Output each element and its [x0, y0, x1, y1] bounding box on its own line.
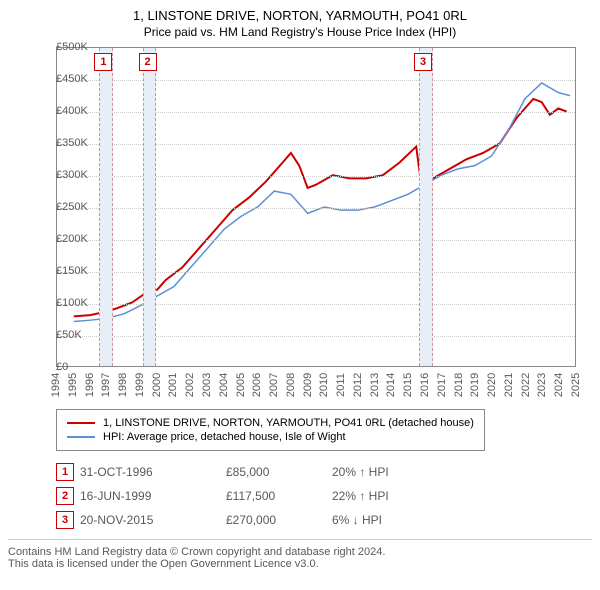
- x-axis-label: 1996: [84, 373, 96, 397]
- gridline: [57, 304, 575, 305]
- x-axis-label: 2018: [453, 373, 465, 397]
- x-axis-label: 2021: [503, 373, 515, 397]
- sale-row: 3 20-NOV-2015 £270,000 6% ↓ HPI: [56, 511, 592, 529]
- sale-date: 16-JUN-1999: [80, 489, 220, 503]
- x-axis-label: 2020: [486, 373, 498, 397]
- x-axis-label: 2007: [268, 373, 280, 397]
- legend-swatch: [67, 422, 95, 424]
- x-axis-label: 2012: [352, 373, 364, 397]
- sale-marker: 2: [139, 53, 157, 71]
- gridline: [57, 208, 575, 209]
- shaded-band: [419, 48, 433, 366]
- y-axis-label: £200K: [56, 233, 60, 245]
- x-axis-label: 2019: [469, 373, 481, 397]
- x-axis-label: 2001: [167, 373, 179, 397]
- legend-label: 1, LINSTONE DRIVE, NORTON, YARMOUTH, PO4…: [103, 417, 474, 429]
- y-axis-label: £350K: [56, 137, 60, 149]
- sale-marker: 1: [56, 463, 74, 481]
- shaded-band: [143, 48, 157, 366]
- x-axis-label: 2022: [520, 373, 532, 397]
- x-axis-label: 2010: [318, 373, 330, 397]
- gridline: [57, 336, 575, 337]
- legend-item: HPI: Average price, detached house, Isle…: [67, 430, 474, 444]
- sale-diff: 22% ↑ HPI: [332, 489, 442, 503]
- x-axis-label: 2015: [402, 373, 414, 397]
- x-axis-label: 2005: [235, 373, 247, 397]
- y-axis-label: £150K: [56, 265, 60, 277]
- plot-inner: [56, 47, 576, 367]
- x-axis-label: 2014: [385, 373, 397, 397]
- chart-title: 1, LINSTONE DRIVE, NORTON, YARMOUTH, PO4…: [8, 8, 592, 23]
- gridline: [57, 112, 575, 113]
- x-axis-label: 2023: [536, 373, 548, 397]
- gridline: [57, 240, 575, 241]
- sale-price: £85,000: [226, 465, 326, 479]
- chart-lines: [57, 48, 575, 366]
- y-axis-label: £500K: [56, 41, 60, 53]
- x-axis-label: 2008: [285, 373, 297, 397]
- sales-list: 1 31-OCT-1996 £85,000 20% ↑ HPI 2 16-JUN-1999…: [8, 463, 592, 529]
- gridline: [57, 80, 575, 81]
- chart-subtitle: Price paid vs. HM Land Registry's House …: [8, 25, 592, 39]
- x-axis-label: 1995: [67, 373, 79, 397]
- y-axis-label: £300K: [56, 169, 60, 181]
- footnote-line: This data is licensed under the Open Gov…: [8, 558, 592, 570]
- sale-price: £117,500: [226, 489, 326, 503]
- legend-swatch: [67, 436, 95, 438]
- y-axis-label: £50K: [56, 329, 60, 341]
- sale-marker: 1: [94, 53, 112, 71]
- x-axis-label: 2000: [151, 373, 163, 397]
- sale-date: 31-OCT-1996: [80, 465, 220, 479]
- x-axis-label: 2016: [419, 373, 431, 397]
- x-axis-label: 2024: [553, 373, 565, 397]
- x-axis-label: 2017: [436, 373, 448, 397]
- sale-diff: 6% ↓ HPI: [332, 513, 442, 527]
- x-axis-label: 2011: [335, 373, 347, 397]
- x-axis-label: 2004: [218, 373, 230, 397]
- legend-label: HPI: Average price, detached house, Isle…: [103, 431, 346, 443]
- legend: 1, LINSTONE DRIVE, NORTON, YARMOUTH, PO4…: [56, 409, 485, 451]
- x-axis-label: 2003: [201, 373, 213, 397]
- sale-date: 20-NOV-2015: [80, 513, 220, 527]
- gridline: [57, 272, 575, 273]
- x-axis-label: 1994: [50, 373, 62, 397]
- sale-marker: 2: [56, 487, 74, 505]
- sale-diff: 20% ↑ HPI: [332, 465, 442, 479]
- gridline: [57, 144, 575, 145]
- legend-item: 1, LINSTONE DRIVE, NORTON, YARMOUTH, PO4…: [67, 416, 474, 430]
- footnote: Contains HM Land Registry data © Crown c…: [8, 539, 592, 570]
- shaded-band: [99, 48, 113, 366]
- x-axis-label: 2002: [184, 373, 196, 397]
- x-axis-label: 2006: [251, 373, 263, 397]
- chart-plot-area: £0£50K£100K£150K£200K£250K£300K£350K£400…: [16, 47, 576, 367]
- footnote-line: Contains HM Land Registry data © Crown c…: [8, 546, 592, 558]
- x-axis-label: 1999: [134, 373, 146, 397]
- x-axis-label: 2025: [570, 373, 582, 397]
- sale-price: £270,000: [226, 513, 326, 527]
- y-axis-label: £100K: [56, 297, 60, 309]
- x-axis-label: 2009: [302, 373, 314, 397]
- y-axis-label: £450K: [56, 73, 60, 85]
- y-axis-label: £0: [56, 361, 60, 373]
- sale-row: 2 16-JUN-1999 £117,500 22% ↑ HPI: [56, 487, 592, 505]
- y-axis-label: £400K: [56, 105, 60, 117]
- sale-row: 1 31-OCT-1996 £85,000 20% ↑ HPI: [56, 463, 592, 481]
- x-axis-label: 2013: [369, 373, 381, 397]
- sale-marker: 3: [414, 53, 432, 71]
- x-axis-label: 1998: [117, 373, 129, 397]
- sale-marker: 3: [56, 511, 74, 529]
- gridline: [57, 176, 575, 177]
- x-axis-label: 1997: [100, 373, 112, 397]
- y-axis-label: £250K: [56, 201, 60, 213]
